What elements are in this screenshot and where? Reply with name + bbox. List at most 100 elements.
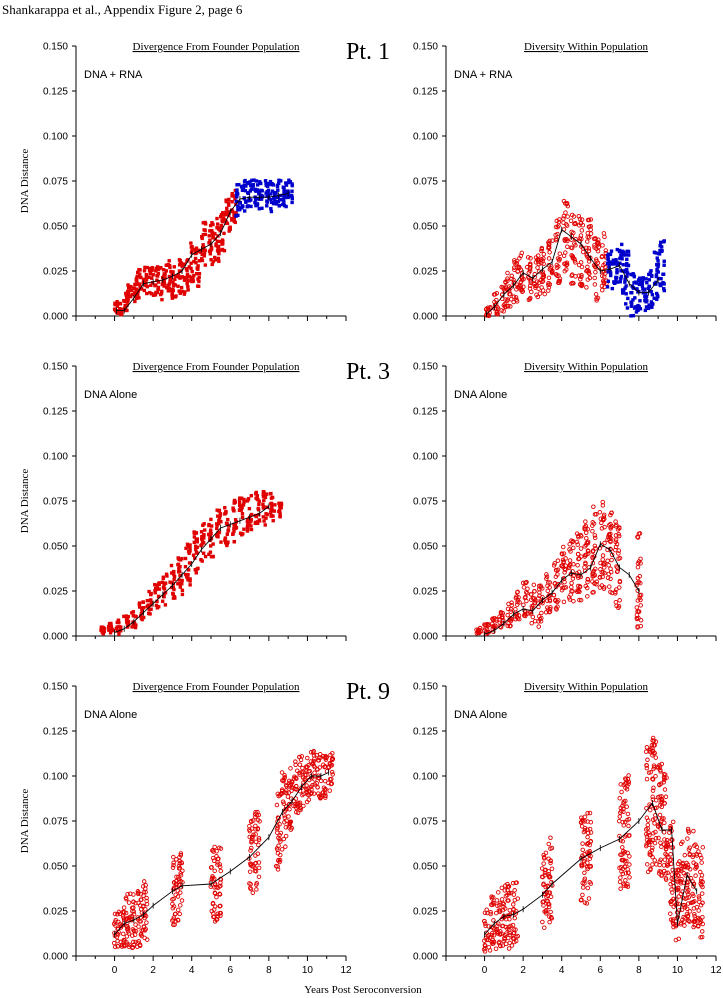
data-point [678, 841, 684, 847]
data-point [477, 627, 482, 633]
data-point [143, 265, 147, 270]
data-point [626, 263, 631, 268]
data-point [600, 574, 605, 580]
y-tick-label: 0.100 [413, 772, 438, 783]
data-point [193, 556, 197, 560]
data-point [508, 923, 513, 929]
data-point [561, 599, 567, 605]
data-point [573, 260, 578, 265]
data-point [546, 240, 551, 245]
data-point [497, 624, 503, 629]
data-point [669, 837, 674, 842]
data-point [213, 232, 217, 236]
data-point [194, 246, 199, 250]
data-point [657, 782, 662, 787]
data-point [587, 856, 593, 861]
data-point [650, 292, 655, 297]
data-point [635, 281, 639, 285]
data-point [626, 816, 632, 822]
data-point [497, 908, 503, 913]
data-point [528, 283, 533, 289]
data-point [167, 286, 172, 290]
data-point [582, 870, 587, 876]
data-point [515, 616, 521, 621]
data-point [614, 277, 618, 282]
data-point [613, 591, 618, 596]
data-point [626, 823, 631, 829]
data-point [636, 559, 642, 564]
data-point [141, 278, 146, 282]
data-point [502, 302, 507, 307]
data-point [247, 869, 253, 874]
data-point [264, 181, 268, 186]
data-point [240, 185, 244, 189]
data-point [606, 562, 611, 568]
data-point [663, 846, 669, 852]
data-point [240, 515, 245, 520]
data-point [233, 523, 238, 527]
data-point [494, 310, 499, 316]
data-point [124, 617, 129, 621]
data-point [593, 257, 599, 262]
data-point [592, 275, 597, 281]
data-point [650, 788, 656, 793]
data-point [568, 549, 573, 554]
data-point [561, 253, 567, 258]
data-point [635, 287, 639, 291]
data-point [188, 583, 192, 587]
data-point [121, 937, 127, 943]
data-point [161, 268, 166, 272]
data-point [662, 837, 667, 842]
data-point [107, 627, 111, 631]
data-point [136, 939, 142, 944]
data-point [511, 294, 517, 299]
data-point [178, 573, 182, 578]
data-point [227, 524, 231, 528]
data-point [249, 494, 254, 498]
y-axis-label: DNA Distance [19, 149, 31, 214]
series-1 [111, 748, 336, 951]
data-point [131, 610, 136, 614]
y-tick-label: 0.050 [413, 542, 438, 553]
data-point [491, 918, 496, 923]
data-point [315, 791, 321, 796]
y-tick-label: 0.075 [43, 817, 68, 828]
data-point [211, 849, 216, 854]
data-point [151, 273, 155, 277]
data-point [658, 840, 663, 846]
data-point [239, 206, 244, 210]
data-point [624, 804, 629, 809]
data-point [623, 871, 629, 876]
data-point [621, 291, 625, 295]
data-point [653, 773, 658, 779]
data-point [613, 544, 619, 550]
data-point [167, 259, 171, 263]
data-point [638, 618, 644, 623]
data-point [511, 892, 517, 897]
data-point [585, 526, 590, 532]
data-point [510, 922, 516, 928]
data-point [202, 254, 206, 258]
data-point [254, 492, 258, 496]
data-point [612, 262, 616, 266]
data-point [512, 915, 517, 921]
data-point [177, 578, 181, 582]
data-point [125, 296, 130, 300]
panel-title: Divergence From Founder Population [133, 681, 300, 693]
data-point [517, 600, 522, 605]
data-point [489, 924, 494, 930]
data-point [685, 836, 690, 841]
data-point [505, 276, 510, 281]
data-point [197, 279, 201, 284]
data-point [143, 907, 148, 912]
data-point [287, 806, 292, 812]
data-point [277, 509, 281, 514]
data-point [108, 631, 113, 635]
data-point [249, 187, 254, 191]
data-point [533, 283, 538, 289]
data-point [211, 235, 216, 240]
data-point [500, 943, 506, 948]
data-point [621, 809, 626, 814]
data-point [569, 584, 574, 590]
